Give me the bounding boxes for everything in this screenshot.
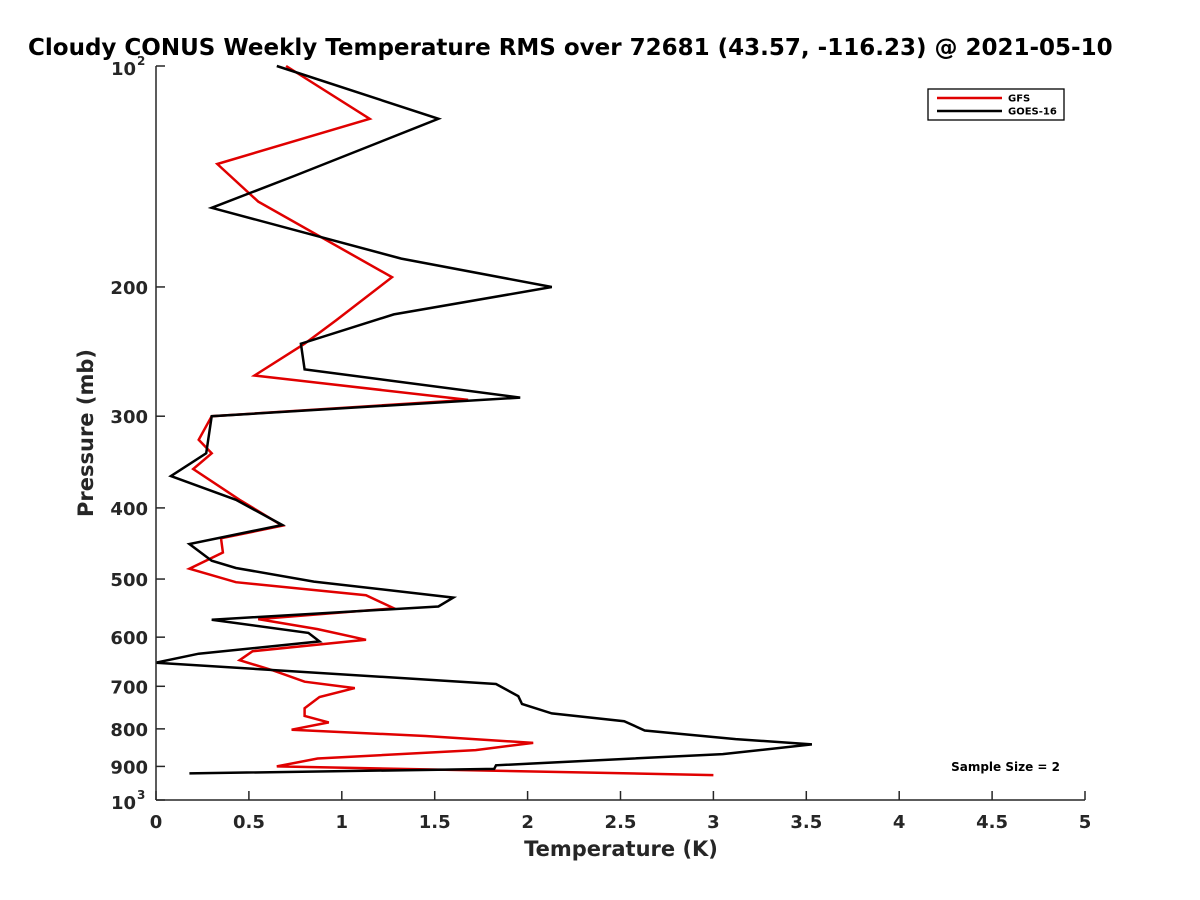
x-tick-label: 2 [521, 812, 534, 833]
y-tick-label: 10 [111, 793, 136, 814]
x-tick-label: 3 [707, 812, 720, 833]
y-tick-label: 800 [110, 720, 148, 741]
x-tick-label: 0 [150, 812, 163, 833]
x-tick-label: 4 [893, 812, 906, 833]
x-tick-label: 2.5 [605, 812, 637, 833]
x-axis-label: Temperature (K) [524, 837, 718, 861]
x-tick-label: 0.5 [233, 812, 265, 833]
series-line-goes16 [156, 64, 813, 775]
legend-label-goes16: GOES-16 [1008, 107, 1057, 118]
y-tick-label: 900 [110, 757, 148, 778]
y-tick-label: 600 [110, 628, 148, 649]
chart-title: Cloudy CONUS Weekly Temperature RMS over… [28, 35, 1113, 61]
x-tick-label: 5 [1079, 812, 1092, 833]
y-tick-label: 10 [111, 59, 136, 80]
plot-area [156, 64, 813, 777]
y-tick-label: 700 [110, 677, 148, 698]
y-tick-label: 200 [110, 278, 148, 299]
y-tick-exponent: 3 [137, 788, 145, 802]
y-tick-exponent: 2 [137, 54, 145, 68]
legend-box [927, 88, 1065, 121]
axes: 0 0.5 1 1.5 2 2.5 3 3.5 4 4.5 510 22003004005006007… [110, 54, 1091, 833]
x-tick-label: 1 [336, 812, 349, 833]
y-tick-label: 500 [110, 570, 148, 591]
y-tick-label: 400 [110, 499, 148, 520]
x-tick-label: 1.5 [419, 812, 451, 833]
x-tick-label: 4.5 [976, 812, 1008, 833]
sample-size-annotation: Sample Size = 2 [951, 760, 1060, 774]
y-tick-label: 300 [110, 407, 148, 428]
series-line-gfs [185, 64, 714, 777]
legend-label-gfs: GFS [1008, 94, 1030, 105]
y-axis-label: Pressure (mb) [74, 349, 98, 517]
legend: GFS GOES-16 [927, 88, 1065, 121]
x-tick-label: 3.5 [790, 812, 822, 833]
